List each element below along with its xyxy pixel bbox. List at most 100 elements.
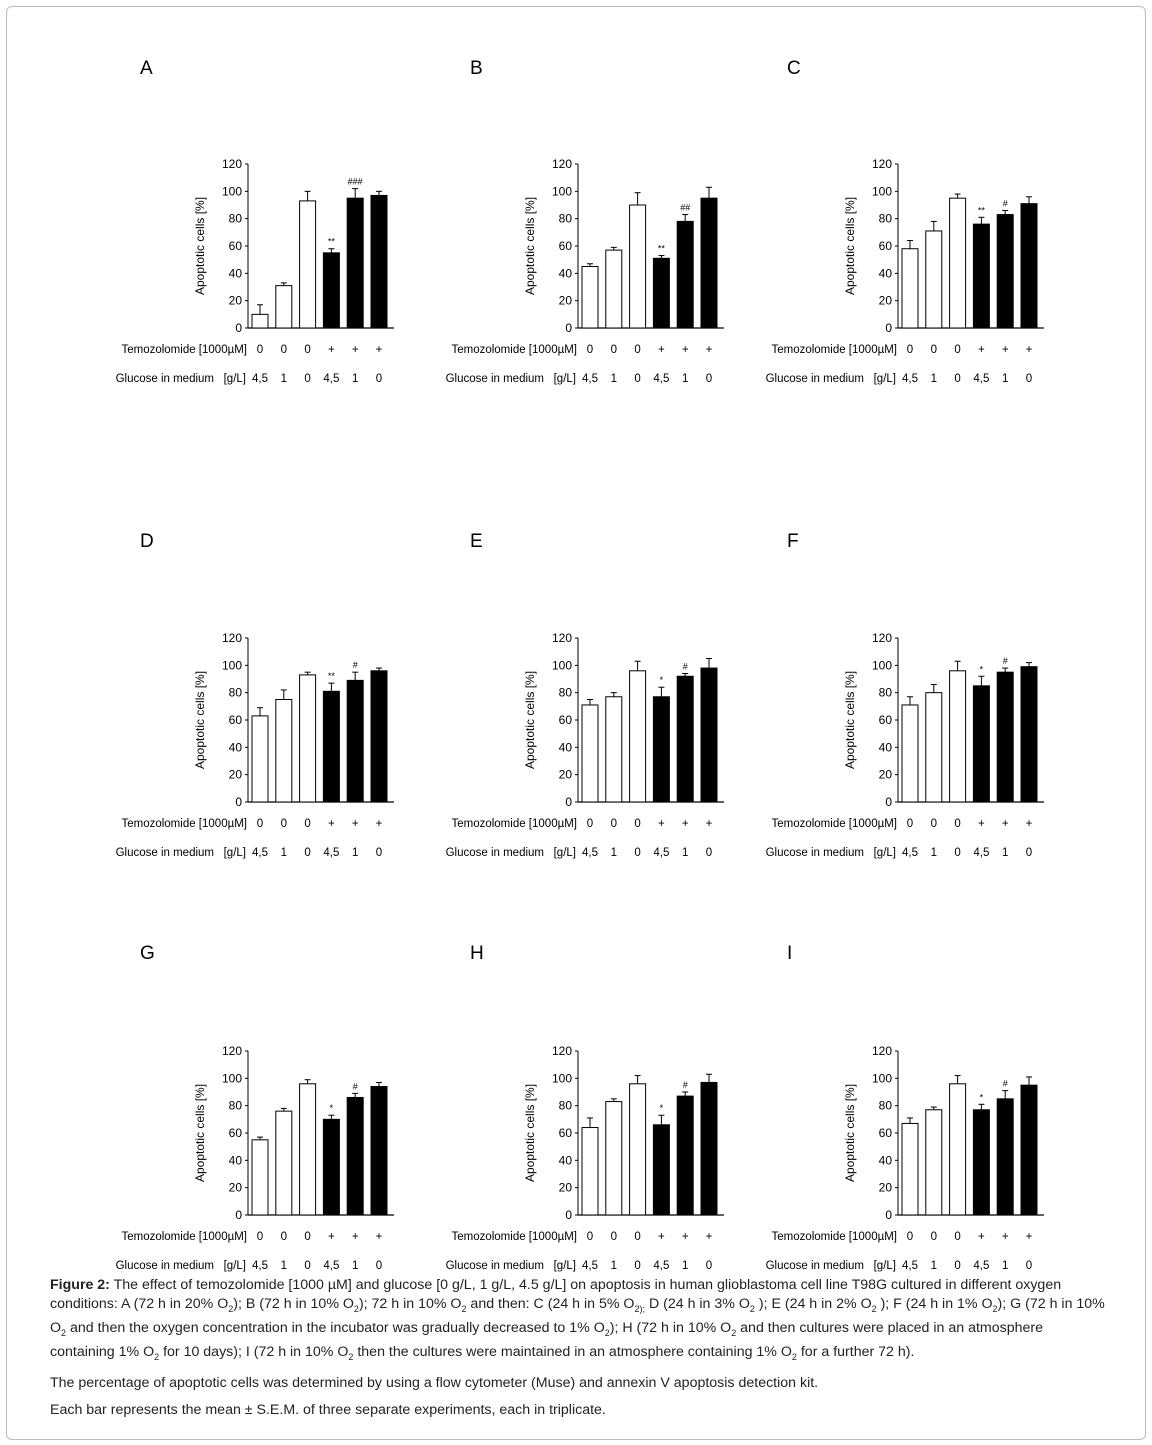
glucose-value: 4,5 <box>653 1260 669 1272</box>
temozolomide-label: Temozolomide [1000µM] <box>451 1231 577 1243</box>
bar <box>676 1095 694 1216</box>
bar <box>251 715 269 803</box>
y-axis-label: Apoptotic cells [%] <box>843 1084 857 1182</box>
y-tick-label: 40 <box>879 1153 893 1167</box>
y-tick-label: 0 <box>885 321 892 335</box>
temozolomide-value: 0 <box>634 344 640 356</box>
temozolomide-value: 0 <box>611 818 617 830</box>
y-axis-label: Apoptotic cells [%] <box>523 1084 537 1182</box>
y-tick-label: 100 <box>552 658 572 672</box>
y-tick-label: 20 <box>229 768 243 782</box>
bar <box>370 670 388 803</box>
bar <box>1020 1084 1038 1216</box>
caption-paragraph: Each bar represents the mean ± S.E.M. of… <box>50 1401 1110 1420</box>
y-tick-label: 0 <box>565 795 572 809</box>
temozolomide-value: 0 <box>954 344 960 356</box>
significance-marker: # <box>353 1081 358 1091</box>
significance-marker: ** <box>658 244 666 254</box>
bar <box>949 1083 967 1216</box>
y-axis-label: Apoptotic cells [%] <box>523 671 537 769</box>
caption-text: and then cultures were placed in an atmo… <box>50 1320 1044 1361</box>
temozolomide-value: + <box>352 1231 359 1243</box>
bar <box>901 248 919 329</box>
temozolomide-value: + <box>328 344 335 356</box>
y-tick-label: 100 <box>872 184 892 198</box>
panel-label: D <box>140 531 154 552</box>
panel-label: I <box>787 943 793 964</box>
y-tick-label: 120 <box>552 1044 572 1058</box>
glucose-value: 4,5 <box>973 847 989 859</box>
glucose-value: 4,5 <box>582 847 598 859</box>
temozolomide-value: 0 <box>281 344 287 356</box>
glucose-value: 4,5 <box>902 373 918 385</box>
temozolomide-label: Temozolomide [1000µM] <box>121 344 247 356</box>
glucose-value: 0 <box>1026 1260 1032 1272</box>
bar <box>629 204 647 329</box>
temozolomide-value: + <box>376 344 383 356</box>
subscript: 2 <box>348 1352 354 1363</box>
glucose-value: 4,5 <box>902 847 918 859</box>
bar <box>972 1109 990 1216</box>
y-tick-label: 80 <box>879 212 893 226</box>
significance-marker: # <box>1003 198 1008 208</box>
bar <box>1020 666 1038 803</box>
bar <box>925 692 943 803</box>
bar <box>299 1083 317 1216</box>
y-tick-label: 80 <box>879 1099 893 1113</box>
figure-frame <box>6 6 1146 1440</box>
y-axis-label: Apoptotic cells [%] <box>193 1084 207 1182</box>
y-tick-label: 120 <box>222 157 242 171</box>
y-tick-label: 120 <box>222 631 242 645</box>
bar <box>322 252 340 329</box>
bar <box>346 1096 364 1216</box>
bar <box>605 1101 623 1216</box>
caption-text: for 10 days); I (72 h in 10% O <box>159 1344 349 1361</box>
bar <box>901 704 919 803</box>
bar <box>676 220 694 329</box>
temozolomide-value: 0 <box>304 1231 310 1243</box>
caption-text: The percentage of apoptotic cells was de… <box>50 1375 819 1392</box>
caption-text: ); G (72 h in 10% O <box>50 1296 1105 1337</box>
glucose-value: 0 <box>954 373 960 385</box>
temozolomide-value: + <box>682 344 689 356</box>
bar <box>652 257 670 329</box>
y-tick-label: 20 <box>229 1181 243 1195</box>
glucose-value: 1 <box>682 1260 688 1272</box>
temozolomide-value: 0 <box>257 818 263 830</box>
glucose-unit: [g/L] <box>224 847 246 859</box>
bar <box>370 1086 388 1216</box>
bar <box>1020 203 1038 329</box>
caption-text: ); F (24 h in 1% O <box>876 1296 993 1313</box>
panel-label: H <box>470 943 484 964</box>
temozolomide-label: Temozolomide [1000µM] <box>771 344 897 356</box>
glucose-value: 1 <box>352 373 358 385</box>
caption-paragraph: The percentage of apoptotic cells was de… <box>50 1374 1110 1393</box>
temozolomide-value: 0 <box>257 1231 263 1243</box>
bar <box>925 230 943 329</box>
temozolomide-label: Temozolomide [1000µM] <box>121 1231 247 1243</box>
temozolomide-value: + <box>706 344 713 356</box>
glucose-value: 4,5 <box>582 373 598 385</box>
significance-marker: # <box>683 662 688 672</box>
glucose-value: 0 <box>634 373 640 385</box>
y-axis-label: Apoptotic cells [%] <box>843 197 857 295</box>
y-tick-label: 40 <box>559 266 573 280</box>
glucose-unit: [g/L] <box>554 1260 576 1272</box>
glucose-label: Glucose in medium <box>116 847 214 859</box>
glucose-value: 0 <box>304 847 310 859</box>
bar <box>996 1098 1014 1216</box>
bar <box>299 674 317 803</box>
temozolomide-value: + <box>328 818 335 830</box>
chart-panel-a: 0 20 40 60 80 100 120 Apoptotic cells [%] 0 4,5 0 1… <box>100 150 430 395</box>
figure-caption: Figure 2: The effect of temozolomide [10… <box>50 1276 1110 1427</box>
glucose-value: 0 <box>634 1260 640 1272</box>
significance-marker: ** <box>328 671 336 681</box>
temozolomide-value: + <box>682 1231 689 1243</box>
y-tick-label: 120 <box>552 157 572 171</box>
y-tick-label: 0 <box>885 1208 892 1222</box>
glucose-value: 1 <box>281 847 287 859</box>
